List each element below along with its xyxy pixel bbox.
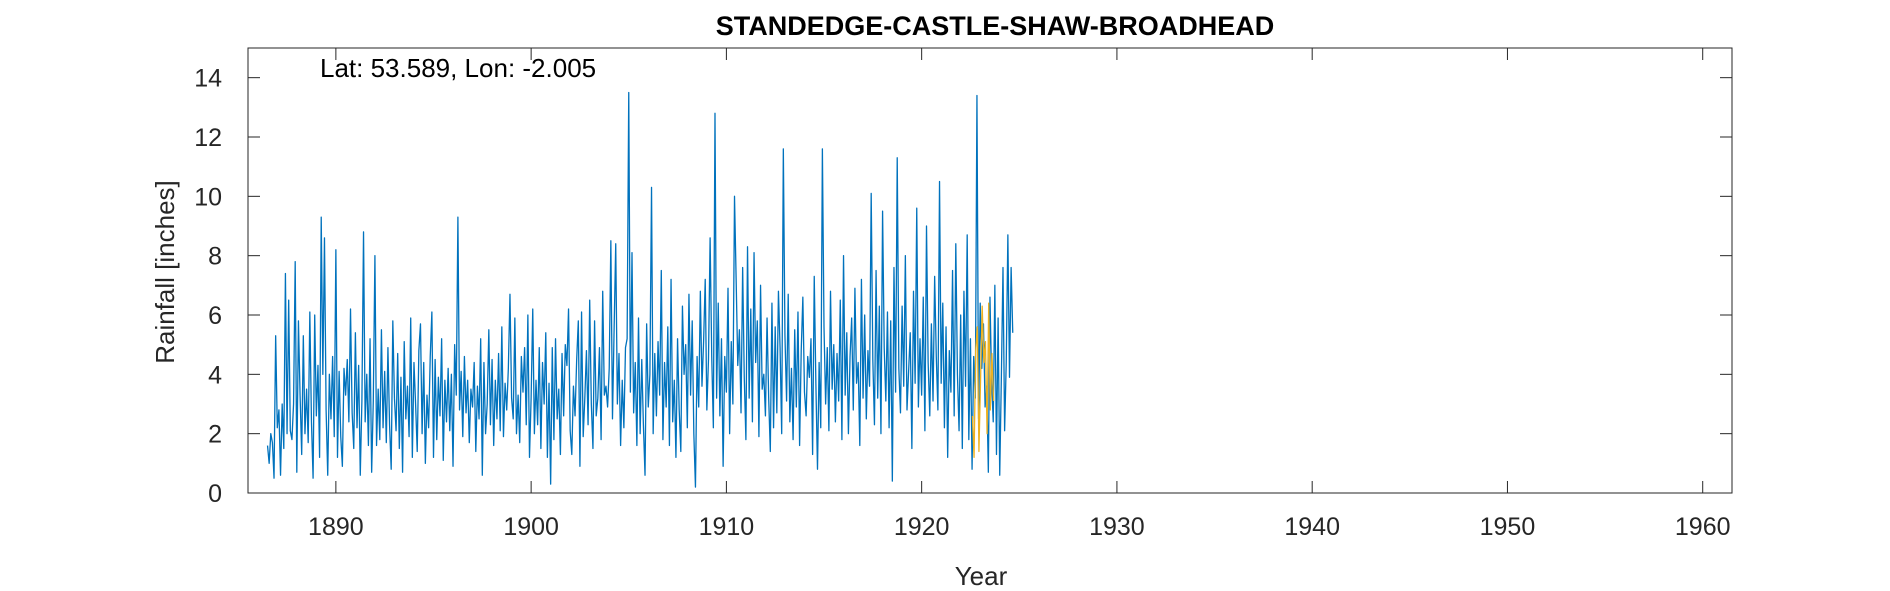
y-tick-label: 2	[208, 421, 222, 449]
y-tick-label: 14	[194, 65, 222, 93]
rainfall-series-line	[266, 91, 1014, 488]
y-tick-label: 8	[208, 243, 222, 271]
y-axis-label: Rainfall [inches]	[150, 180, 180, 364]
x-tick-label: 1930	[1089, 513, 1145, 541]
plot-frame	[247, 47, 1733, 494]
x-tick-label: 1910	[699, 513, 755, 541]
x-tick-label: 1940	[1284, 513, 1340, 541]
chart-title: STANDEDGE-CASTLE-SHAW-BROADHEAD	[716, 11, 1274, 41]
x-axis-label: Year	[955, 561, 1008, 591]
x-tick-label: 1960	[1675, 513, 1731, 541]
x-tick-label: 1900	[503, 513, 559, 541]
location-annotation: Lat: 53.589, Lon: -2.005	[320, 53, 596, 83]
y-tick-label: 6	[208, 302, 222, 330]
y-tick-label: 0	[208, 480, 222, 508]
y-tick-label: 4	[208, 361, 222, 389]
infilled-series-line	[971, 302, 995, 459]
data-series	[266, 91, 1014, 488]
y-axis-ticks: 0 2 4 6 8 10 12 14	[194, 65, 1732, 508]
x-axis-ticks: 1890 1900 1910 1920 1930 1940 1950 1960	[308, 48, 1731, 541]
x-tick-label: 1950	[1480, 513, 1536, 541]
y-tick-label: 12	[194, 124, 222, 152]
x-tick-label: 1890	[308, 513, 364, 541]
y-tick-label: 10	[194, 183, 222, 211]
x-tick-label: 1920	[894, 513, 950, 541]
plot-axes	[247, 47, 1733, 494]
